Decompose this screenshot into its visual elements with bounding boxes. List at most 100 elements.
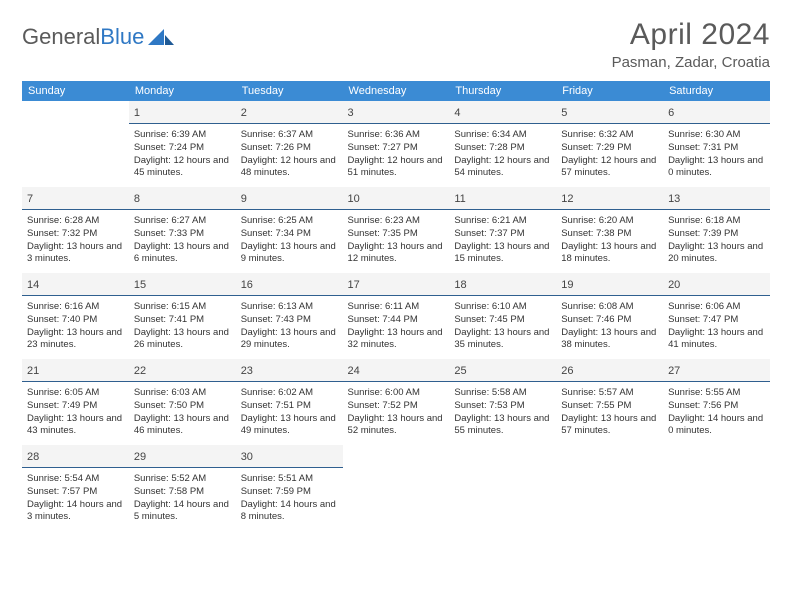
day-number-row: 11 [449,187,556,210]
sunset-text: Sunset: 7:24 PM [134,142,231,155]
day-info: Sunrise: 6:28 AMSunset: 7:32 PMDaylight:… [27,213,124,266]
sunset-text: Sunset: 7:52 PM [348,400,445,413]
calendar-cell: 13Sunrise: 6:18 AMSunset: 7:39 PMDayligh… [663,187,770,273]
sunrise-text: Sunrise: 5:51 AM [241,473,338,486]
daylight-text: Daylight: 13 hours and 35 minutes. [454,327,551,353]
sunset-text: Sunset: 7:51 PM [241,400,338,413]
sunset-text: Sunset: 7:40 PM [27,314,124,327]
sunrise-text: Sunrise: 6:02 AM [241,387,338,400]
day-info: Sunrise: 6:20 AMSunset: 7:38 PMDaylight:… [561,213,658,266]
sunset-text: Sunset: 7:38 PM [561,228,658,241]
day-body: Sunrise: 6:15 AMSunset: 7:41 PMDaylight:… [129,296,236,356]
day-number-row: 21 [22,359,129,382]
day-body: Sunrise: 6:27 AMSunset: 7:33 PMDaylight:… [129,210,236,270]
sunrise-text: Sunrise: 6:11 AM [348,301,445,314]
day-number-row: 6 [663,101,770,124]
daylight-text: Daylight: 13 hours and 23 minutes. [27,327,124,353]
sunrise-text: Sunrise: 6:05 AM [27,387,124,400]
day-number-row: 10 [343,187,450,210]
sunrise-text: Sunrise: 6:03 AM [134,387,231,400]
calendar-row: 1Sunrise: 6:39 AMSunset: 7:24 PMDaylight… [22,101,770,187]
day-number: 26 [561,365,573,377]
calendar-cell: 17Sunrise: 6:11 AMSunset: 7:44 PMDayligh… [343,273,450,359]
sunset-text: Sunset: 7:57 PM [27,486,124,499]
sunset-text: Sunset: 7:49 PM [27,400,124,413]
sunset-text: Sunset: 7:41 PM [134,314,231,327]
day-body: Sunrise: 6:39 AMSunset: 7:24 PMDaylight:… [129,124,236,184]
daylight-text: Daylight: 13 hours and 32 minutes. [348,327,445,353]
logo-sail-icon [148,27,174,47]
calendar-cell: 21Sunrise: 6:05 AMSunset: 7:49 PMDayligh… [22,359,129,445]
day-body: Sunrise: 5:51 AMSunset: 7:59 PMDaylight:… [236,468,343,528]
calendar-cell: 6Sunrise: 6:30 AMSunset: 7:31 PMDaylight… [663,101,770,187]
daylight-text: Daylight: 13 hours and 57 minutes. [561,413,658,439]
calendar-cell: 20Sunrise: 6:06 AMSunset: 7:47 PMDayligh… [663,273,770,359]
sunset-text: Sunset: 7:43 PM [241,314,338,327]
day-number-row: 24 [343,359,450,382]
day-number-row: 15 [129,273,236,296]
daylight-text: Daylight: 13 hours and 18 minutes. [561,241,658,267]
sunset-text: Sunset: 7:47 PM [668,314,765,327]
day-number: 8 [134,193,140,205]
day-info: Sunrise: 6:23 AMSunset: 7:35 PMDaylight:… [348,213,445,266]
day-info: Sunrise: 5:55 AMSunset: 7:56 PMDaylight:… [668,385,765,438]
sunset-text: Sunset: 7:29 PM [561,142,658,155]
day-number-row: 27 [663,359,770,382]
day-body: Sunrise: 6:02 AMSunset: 7:51 PMDaylight:… [236,382,343,442]
day-body: Sunrise: 6:21 AMSunset: 7:37 PMDaylight:… [449,210,556,270]
daylight-text: Daylight: 13 hours and 20 minutes. [668,241,765,267]
sunset-text: Sunset: 7:50 PM [134,400,231,413]
day-number: 7 [27,193,33,205]
calendar-cell: 26Sunrise: 5:57 AMSunset: 7:55 PMDayligh… [556,359,663,445]
day-number: 12 [561,193,573,205]
day-number: 9 [241,193,247,205]
day-number: 3 [348,107,354,119]
sunset-text: Sunset: 7:58 PM [134,486,231,499]
day-number-row: 3 [343,101,450,124]
day-number-row-empty [22,101,129,124]
day-info: Sunrise: 6:10 AMSunset: 7:45 PMDaylight:… [454,299,551,352]
weekday-header: Saturday [663,81,770,101]
calendar-row: 21 Sunrise: 6:05 AMSunset: 7:49 PM Dayligh… [22,359,770,445]
calendar-cell: 27 Sunrise: 5:55 AMSunset: 7:56 PMDayligh… [663,359,770,445]
calendar-cell: 28Sunrise: 5:54 AMSunset: 7:57 PMDayligh… [22,445,129,531]
day-info: Sunrise: 6:02 AMSunset: 7:51 PMDaylight:… [241,385,338,438]
day-info: Sunrise: 6:25 AMSunset: 7:34 PMDaylight:… [241,213,338,266]
sunrise-text: Sunrise: 6:27 AM [134,215,231,228]
day-number: 21 [27,365,39,377]
day-body: Sunrise: 6:20 AMSunset: 7:38 PMDaylight:… [556,210,663,270]
day-number-row: 20 [663,273,770,296]
logo-part2: Blue [100,24,144,49]
daylight-text: Daylight: 13 hours and 6 minutes. [134,241,231,267]
day-info: Sunrise: 6:34 AMSunset: 7:28 PMDaylight:… [454,127,551,180]
sunrise-text: Sunrise: 6:39 AM [134,129,231,142]
calendar-cell [663,445,770,531]
weekday-header: Sunday [22,81,129,101]
sunset-text: Sunset: 7:56 PM [668,400,765,413]
day-number: 23 [241,365,253,377]
calendar-row: 28Sunrise: 5:54 AMSunset: 7:57 PMDayligh… [22,445,770,531]
location: Pasman, Zadar, Croatia [612,54,770,71]
sunset-text: Sunset: 7:46 PM [561,314,658,327]
daylight-text: Daylight: 13 hours and 3 minutes. [27,241,124,267]
day-number: 10 [348,193,360,205]
day-body: Sunrise: 6:16 AMSunset: 7:40 PMDaylight:… [22,296,129,356]
sunrise-text: Sunrise: 6:20 AM [561,215,658,228]
sunset-text: Sunset: 7:31 PM [668,142,765,155]
day-info: Sunrise: 5:58 AMSunset: 7:53 PMDaylight:… [454,385,551,438]
sunrise-text: Sunrise: 5:57 AM [561,387,658,400]
day-number: 5 [561,107,567,119]
day-number: 14 [27,279,39,291]
sunset-text: Sunset: 7:28 PM [454,142,551,155]
daylight-text: Daylight: 13 hours and 9 minutes. [241,241,338,267]
day-number: 11 [454,193,465,205]
day-number-row: 18 [449,273,556,296]
day-number-row: 26 [556,359,663,382]
daylight-text: Daylight: 13 hours and 12 minutes. [348,241,445,267]
day-number: 25 [454,365,466,377]
daylight-text: Daylight: 14 hours and 8 minutes. [241,499,338,525]
day-number-row: 9 [236,187,343,210]
day-number-row-empty [449,445,556,468]
sunrise-text: Sunrise: 6:16 AM [27,301,124,314]
day-number-row: 14 [22,273,129,296]
